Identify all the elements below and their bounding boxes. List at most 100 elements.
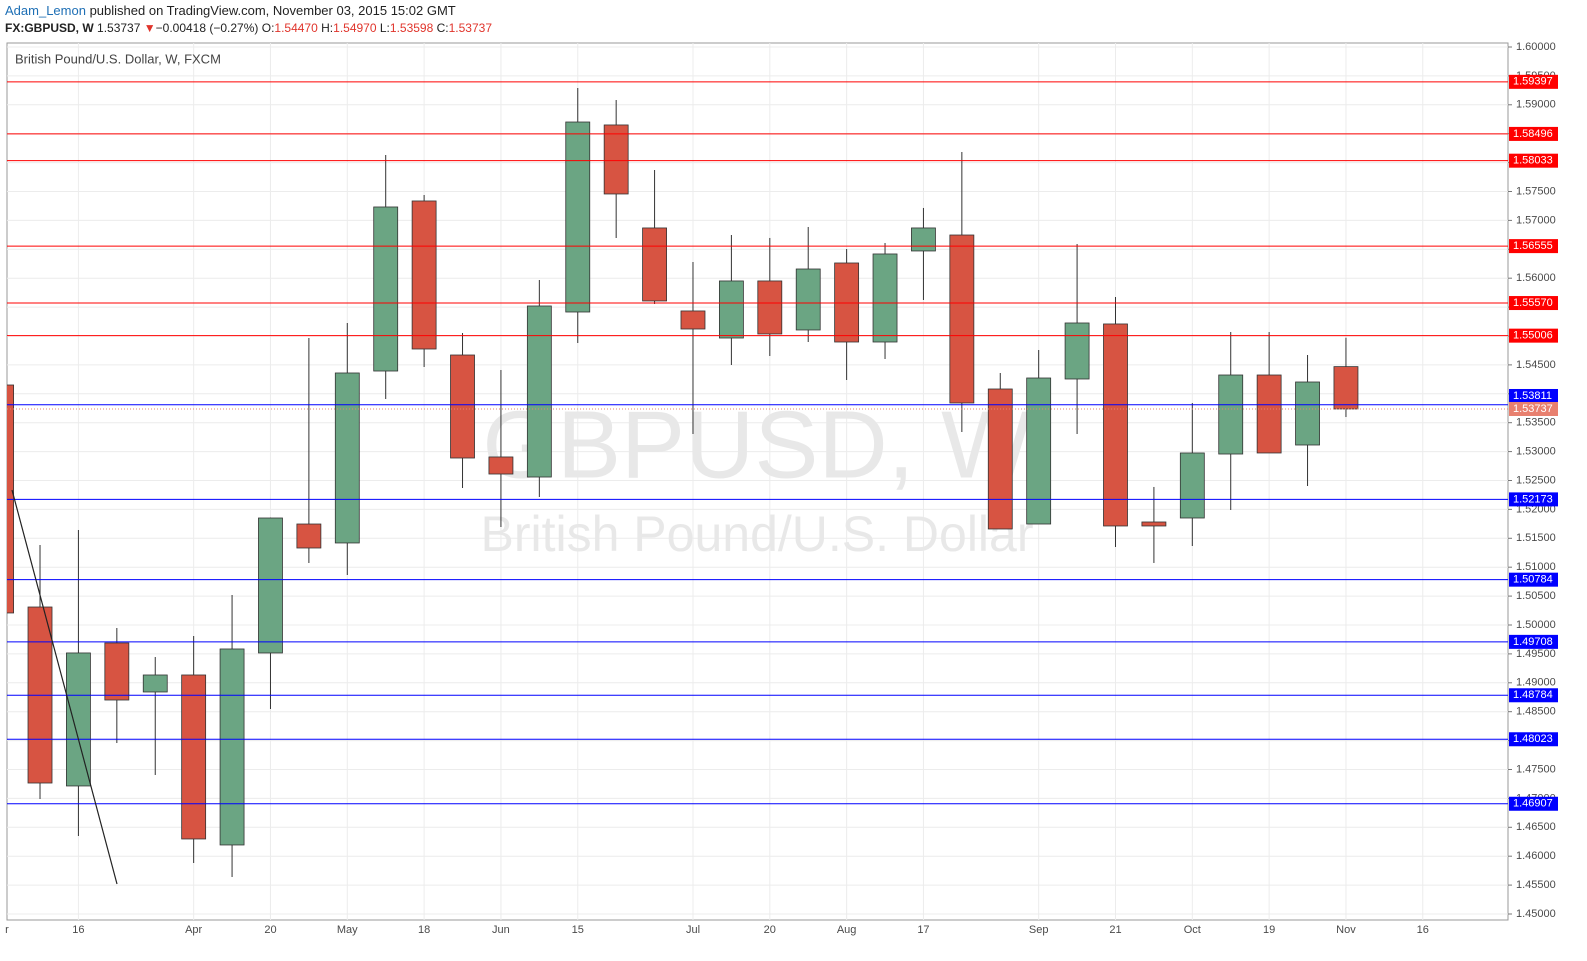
- candle-body: [718, 280, 744, 339]
- low-label: L:: [379, 21, 390, 35]
- x-tick-label: May: [337, 924, 358, 936]
- x-tick-label: Sep: [1029, 924, 1049, 936]
- last-price-tag: [1509, 401, 1558, 416]
- y-tick-label: 1.49500: [1516, 648, 1556, 660]
- x-tick-label: 20: [764, 924, 776, 936]
- x-tick-label: 17: [917, 924, 929, 936]
- level-tag: [1509, 239, 1558, 254]
- x-tick-label: Jul: [686, 924, 700, 936]
- open-label: O:: [261, 21, 275, 35]
- y-tick-label: 1.45000: [1516, 908, 1556, 920]
- candle-body: [1103, 323, 1128, 527]
- candle-body: [911, 227, 936, 252]
- candle-body: [181, 674, 207, 840]
- candle-body: [757, 280, 783, 335]
- candle-body: [142, 674, 168, 693]
- level-tag: [1509, 388, 1558, 403]
- candle-body: [526, 305, 552, 478]
- y-tick-label: 1.53000: [1516, 445, 1556, 457]
- candle-body: [1333, 366, 1359, 410]
- y-tick-label: 1.45500: [1516, 879, 1556, 891]
- candle-body: [795, 268, 821, 331]
- watermark-symbol: GBPUSD, W: [482, 391, 1032, 498]
- y-tick-label: 1.56000: [1516, 272, 1556, 284]
- level-label: 1.59397: [1513, 76, 1553, 88]
- candle-body: [66, 652, 91, 787]
- x-tick-label: r: [5, 924, 9, 936]
- candle-body: [373, 206, 399, 372]
- level-label: 1.58496: [1513, 128, 1553, 140]
- close: 1.53737: [448, 21, 493, 35]
- watermark: GBPUSD, W British Pound/U.S. Dollar: [480, 391, 1033, 562]
- candle-body: [603, 124, 629, 195]
- x-tick-label: 15: [572, 924, 584, 936]
- low: 1.53598: [389, 21, 434, 35]
- level-label: 1.48023: [1513, 733, 1553, 745]
- watermark-name: British Pound/U.S. Dollar: [480, 506, 1033, 562]
- y-tick-label: 1.50500: [1516, 590, 1556, 602]
- y-tick-label: 1.57000: [1516, 214, 1556, 226]
- level-tag: [1509, 74, 1558, 89]
- candle-body: [987, 388, 1013, 530]
- y-tick-label: 1.51500: [1516, 532, 1556, 544]
- trend-line[interactable]: [11, 489, 118, 885]
- close-label: C:: [436, 21, 449, 35]
- level-label: 1.55570: [1513, 297, 1553, 309]
- candle-body: [296, 523, 322, 549]
- candle-body: [1064, 322, 1090, 380]
- candle-body: [949, 234, 975, 404]
- change: −0.00418 (−0.27%): [155, 21, 259, 35]
- candle-body: [334, 372, 360, 544]
- published: published on TradingView.com, November 0…: [89, 3, 456, 18]
- level-label: 1.55006: [1513, 330, 1553, 342]
- candle-body: [488, 456, 514, 475]
- candle-body: [1179, 452, 1205, 519]
- y-tick-label: 1.47500: [1516, 763, 1556, 775]
- level-label: 1.58033: [1513, 155, 1553, 167]
- y-tick-label: 1.53500: [1516, 417, 1556, 429]
- symbol[interactable]: FX:GBPUSD, W: [5, 21, 94, 35]
- y-tick-label: 1.51000: [1516, 561, 1556, 573]
- level-tag: [1509, 732, 1558, 747]
- candle-body: [411, 200, 437, 350]
- publish-info: Adam_Lemon published on TradingView.com,…: [5, 3, 456, 18]
- level-tag: [1509, 492, 1558, 507]
- x-tick-label: 19: [1263, 924, 1275, 936]
- level-label: 1.52173: [1513, 493, 1553, 505]
- x-tick-label: 18: [418, 924, 430, 936]
- axes: 1.450001.455001.460001.465001.470001.475…: [5, 41, 1558, 936]
- last-price-label: 1.53737: [1513, 403, 1553, 415]
- y-tick-label: 1.52500: [1516, 474, 1556, 486]
- x-tick-label: Nov: [1336, 924, 1356, 936]
- level-tag: [1509, 296, 1558, 311]
- candle-body: [565, 121, 591, 313]
- open: 1.54470: [274, 21, 318, 35]
- x-tick-label: 16: [1417, 924, 1429, 936]
- high: 1.54970: [333, 21, 377, 35]
- author[interactable]: Adam_Lemon: [5, 3, 86, 18]
- level-tag: [1509, 126, 1558, 141]
- last: 1.53737: [97, 21, 141, 35]
- symbol-info: FX:GBPUSD, W 1.53737 ▼−0.00418 (−0.27%) …: [5, 21, 492, 35]
- high-label: H:: [321, 21, 334, 35]
- y-tick-label: 1.54500: [1516, 359, 1556, 371]
- level-label: 1.53811: [1513, 390, 1552, 402]
- y-tick-label: 1.57500: [1516, 185, 1556, 197]
- level-tag: [1509, 634, 1558, 649]
- candle-body: [1218, 374, 1244, 455]
- y-tick-label: 1.50000: [1516, 619, 1556, 631]
- candle-body: [642, 227, 667, 302]
- candle-body: [1295, 381, 1320, 446]
- x-tick-label: 16: [72, 924, 84, 936]
- level-tag: [1509, 153, 1558, 168]
- level-label: 1.48784: [1513, 689, 1553, 701]
- y-tick-label: 1.49000: [1516, 677, 1556, 689]
- y-tick-label: 1.46000: [1516, 850, 1556, 862]
- levels: [7, 81, 1508, 805]
- level-label: 1.56555: [1513, 240, 1553, 252]
- level-label: 1.46907: [1513, 798, 1553, 810]
- level-tag: [1509, 688, 1558, 703]
- candle-body: [258, 517, 283, 654]
- candles: [7, 87, 1359, 877]
